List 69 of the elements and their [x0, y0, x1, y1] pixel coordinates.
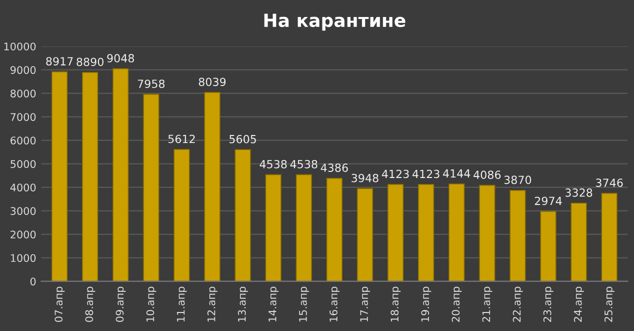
- bar: [143, 94, 160, 282]
- data-label: 7958: [138, 80, 165, 88]
- bar: [204, 92, 220, 282]
- data-label: 4538: [290, 160, 318, 168]
- x-tick-label: 11.апр: [176, 286, 187, 322]
- y-tick-label: 1000: [10, 254, 36, 262]
- data-label: 8039: [198, 78, 226, 86]
- bar: [265, 174, 282, 282]
- bar: [234, 149, 251, 282]
- bar: [570, 202, 587, 282]
- data-label: 4538: [260, 160, 287, 168]
- data-label: 4386: [320, 164, 348, 172]
- data-label: 8917: [46, 57, 73, 66]
- bar: [540, 211, 556, 282]
- y-tick-label: 0: [30, 278, 36, 286]
- x-tick-label: 09.апр: [116, 286, 126, 322]
- y-tick-label: 10000: [4, 42, 36, 50]
- bar: [174, 149, 190, 282]
- bar: [387, 184, 404, 282]
- data-label: 9048: [107, 54, 134, 62]
- bar: [82, 72, 98, 282]
- x-tick-label: 23.апр: [543, 286, 554, 322]
- y-tick-label: 2000: [10, 230, 36, 238]
- y-tick-label: 8000: [10, 90, 36, 98]
- bar: [51, 71, 68, 282]
- y-tick-label: 7000: [10, 113, 36, 121]
- chart-title: На карантине: [264, 14, 406, 31]
- y-tick-label: 4000: [10, 184, 36, 192]
- bar: [479, 184, 496, 282]
- x-tick-label: 12.апр: [207, 286, 218, 322]
- y-tick-label: 6000: [10, 136, 36, 144]
- x-tick-label: 17.апр: [360, 286, 370, 322]
- bar: [601, 192, 618, 282]
- y-tick-label: 9000: [10, 66, 36, 74]
- x-tick-label: 24.апр: [574, 286, 584, 322]
- data-label: 4086: [474, 170, 501, 180]
- x-tick-label: 21.апр: [482, 286, 492, 322]
- x-tick-label: 20.апр: [452, 286, 462, 322]
- data-label: 3870: [504, 176, 532, 184]
- bar: [296, 174, 312, 282]
- x-tick-label: 07.апр: [54, 286, 65, 322]
- x-tick-label: 13.апр: [238, 286, 248, 322]
- data-label: 3746: [596, 178, 623, 187]
- x-tick-label: 16.апр: [330, 286, 340, 322]
- data-label: 2974: [534, 196, 562, 206]
- data-label: 5612: [168, 134, 195, 144]
- x-tick-label: 18.апр: [390, 286, 401, 322]
- data-label: 4123: [382, 170, 409, 178]
- x-tick-label: 25.апр: [604, 286, 614, 322]
- bar: [112, 68, 129, 282]
- x-tick-label: 22.апр: [512, 286, 523, 322]
- bar: [448, 184, 465, 282]
- x-tick-label: 10.апр: [146, 286, 156, 322]
- y-tick-label: 3000: [10, 207, 36, 215]
- x-tick-label: 14.апр: [268, 286, 278, 322]
- data-label: 3328: [565, 188, 592, 197]
- data-label: 8890: [76, 58, 104, 66]
- bar: [356, 188, 374, 282]
- data-label: 4144: [443, 169, 470, 178]
- data-label: 5605: [230, 134, 256, 144]
- bar: [326, 178, 342, 282]
- data-label: 4123: [412, 170, 440, 178]
- x-tick-label: 15.апр: [299, 286, 309, 322]
- x-tick-label: 08.апр: [85, 286, 96, 322]
- bar: [418, 184, 434, 282]
- bar: [510, 190, 526, 282]
- y-tick-label: 5000: [10, 160, 36, 168]
- x-tick-label: 19.апр: [421, 286, 432, 322]
- data-label: 3948: [352, 174, 378, 182]
